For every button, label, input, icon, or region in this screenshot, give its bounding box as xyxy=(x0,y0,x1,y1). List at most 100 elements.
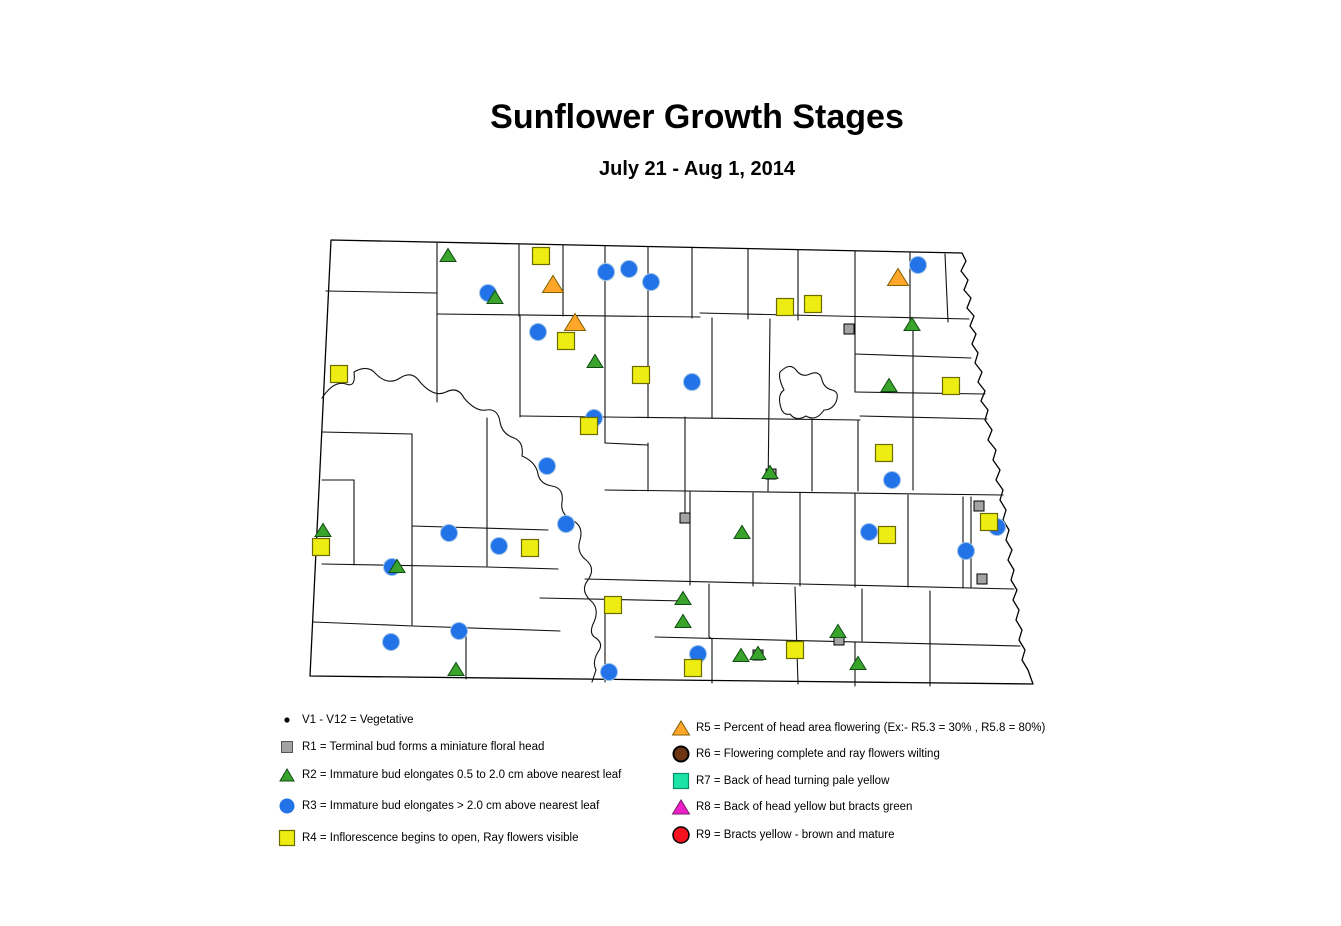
county-line xyxy=(325,290,438,294)
map-marker-r3 xyxy=(490,537,508,555)
map-marker-r2 xyxy=(447,661,465,676)
legend-label-r6: R6 = Flowering complete and ray flowers … xyxy=(696,748,940,760)
map-marker-r4 xyxy=(803,294,823,314)
map-marker-r4 xyxy=(531,246,551,266)
county-line xyxy=(411,525,549,531)
map-marker-r2 xyxy=(486,289,504,304)
map-marker-r4 xyxy=(941,376,961,396)
map-marker-r1 xyxy=(973,500,985,512)
legend-label-r2: R2 = Immature bud elongates 0.5 to 2.0 c… xyxy=(302,769,622,781)
map-marker-r4 xyxy=(979,512,999,532)
gray-square-icon xyxy=(281,741,293,753)
state-outline xyxy=(309,239,1034,685)
map-marker-r4 xyxy=(775,297,795,317)
map-marker-r2 xyxy=(849,655,867,670)
map-marker-r3 xyxy=(382,633,400,651)
map-marker-r3 xyxy=(909,256,927,274)
county-line xyxy=(944,253,949,323)
county-line xyxy=(584,578,1015,590)
map-marker-r2 xyxy=(439,247,457,262)
map-marker-r4 xyxy=(556,331,576,351)
county-line xyxy=(486,566,559,570)
map-marker-r3 xyxy=(557,515,575,533)
legend-swatch-r5 xyxy=(670,718,696,738)
map-marker-r3 xyxy=(957,542,975,560)
map-marker-r2 xyxy=(674,613,692,628)
map-marker-r5 xyxy=(541,274,565,293)
map-marker-r3 xyxy=(597,263,615,281)
map-marker-r3 xyxy=(620,260,638,278)
map-marker-r1 xyxy=(843,323,855,335)
legend-label-r3: R3 = Immature bud elongates > 2.0 cm abo… xyxy=(302,800,600,812)
legend-swatch-r8 xyxy=(670,797,696,817)
legend-label-r4: R4 = Inflorescence begins to open, Ray f… xyxy=(302,832,579,844)
county-line xyxy=(604,442,649,446)
legend-swatch-r9 xyxy=(670,825,696,845)
legend-swatch-r2 xyxy=(276,765,302,785)
legend-swatch-v xyxy=(276,710,302,730)
map-marker-r4 xyxy=(579,416,599,436)
legend-item-r6: R6 = Flowering complete and ray flowers … xyxy=(670,744,940,764)
county-line xyxy=(604,489,1004,496)
map-marker-r1 xyxy=(976,573,988,585)
map-marker-r4 xyxy=(631,365,651,385)
county-line xyxy=(321,367,523,457)
page-subtitle: July 21 - Aug 1, 2014 xyxy=(598,158,795,180)
map-marker-r2 xyxy=(388,558,406,573)
map-marker-r3 xyxy=(683,373,701,391)
red-circle-icon xyxy=(672,826,690,844)
legend-label-r1: R1 = Terminal bud forms a miniature flor… xyxy=(302,741,545,753)
map-marker-r2 xyxy=(880,377,898,392)
map-marker-r3 xyxy=(538,457,556,475)
blue-circle-icon xyxy=(279,798,295,814)
map-marker-r4 xyxy=(603,595,623,615)
orange-triangle-icon xyxy=(671,720,691,736)
county-line xyxy=(321,431,413,435)
map-marker-r3 xyxy=(860,523,878,541)
map-marker-r4 xyxy=(874,443,894,463)
legend-item-v: V1 - V12 = Vegetative xyxy=(276,710,414,730)
legend-swatch-r4 xyxy=(276,828,302,848)
county-line xyxy=(519,415,861,421)
legend-swatch-r3 xyxy=(276,796,302,816)
yellow-square-icon xyxy=(278,829,296,847)
map-marker-r4 xyxy=(311,537,331,557)
legend-label-r9: R9 = Bracts yellow - brown and mature xyxy=(696,829,895,841)
magenta-triangle-icon xyxy=(671,799,691,815)
page-title: Sunflower Growth Stages xyxy=(490,98,904,136)
map-marker-r3 xyxy=(529,323,547,341)
map-marker-r1 xyxy=(679,512,691,524)
county-line xyxy=(521,455,602,683)
county-line xyxy=(859,415,988,420)
county-line xyxy=(778,365,838,420)
map-marker-r2 xyxy=(749,645,767,660)
county-line xyxy=(854,353,972,359)
map-marker-r4 xyxy=(520,538,540,558)
county-line xyxy=(699,312,970,320)
county-line xyxy=(854,391,986,395)
county-line xyxy=(436,313,701,318)
legend-item-r4: R4 = Inflorescence begins to open, Ray f… xyxy=(276,828,578,848)
map-marker-r2 xyxy=(761,464,779,479)
green-triangle-icon xyxy=(279,768,295,782)
map-marker-r2 xyxy=(732,647,750,662)
map-marker-r2 xyxy=(586,353,604,368)
legend-item-r9: R9 = Bracts yellow - brown and mature xyxy=(670,825,894,845)
county-line xyxy=(767,318,771,492)
map-marker-r5 xyxy=(563,312,587,331)
map-marker-r3 xyxy=(450,622,468,640)
map-marker-r2 xyxy=(314,522,332,537)
legend-swatch-r7 xyxy=(670,771,696,791)
map-marker-r4 xyxy=(683,658,703,678)
county-line xyxy=(794,586,799,685)
county-line xyxy=(312,621,414,627)
map-marker-r2 xyxy=(733,524,751,539)
county-line xyxy=(321,563,488,568)
legend-label-r8: R8 = Back of head yellow but bracts gree… xyxy=(696,801,913,813)
map-markers xyxy=(311,246,1006,681)
county-line xyxy=(412,625,561,632)
map-marker-r3 xyxy=(883,471,901,489)
legend-label-r7: R7 = Back of head turning pale yellow xyxy=(696,775,890,787)
map-marker-r3 xyxy=(440,524,458,542)
